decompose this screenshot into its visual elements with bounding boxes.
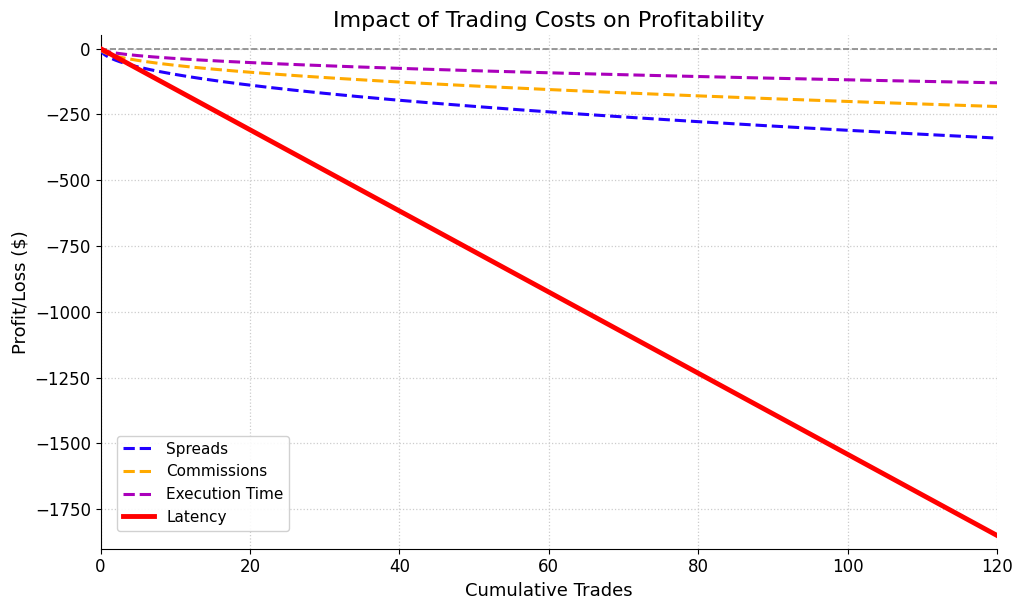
Spreads xyxy=(693,118,706,125)
Latency xyxy=(769,411,781,419)
Execution Time xyxy=(94,45,106,53)
Latency xyxy=(253,131,265,139)
Execution Time xyxy=(623,71,635,79)
Commissions xyxy=(991,103,1004,110)
Latency xyxy=(991,532,1004,539)
Commissions xyxy=(325,75,337,82)
Execution Time xyxy=(769,75,781,82)
Line: Execution Time: Execution Time xyxy=(100,49,997,83)
Line: Latency: Latency xyxy=(100,49,997,535)
Execution Time xyxy=(693,73,706,80)
Latency xyxy=(500,265,512,273)
Latency xyxy=(623,332,635,339)
Spreads xyxy=(94,45,106,53)
Execution Time xyxy=(253,59,265,67)
Commissions xyxy=(769,95,781,103)
Execution Time xyxy=(325,62,337,70)
Line: Commissions: Commissions xyxy=(100,49,997,106)
Commissions xyxy=(500,84,512,91)
Commissions xyxy=(94,45,106,53)
Spreads xyxy=(325,90,337,98)
Spreads xyxy=(769,123,781,130)
Line: Spreads: Spreads xyxy=(100,49,997,138)
Latency xyxy=(325,170,337,177)
X-axis label: Cumulative Trades: Cumulative Trades xyxy=(465,582,633,600)
Legend: Spreads, Commissions, Execution Time, Latency: Spreads, Commissions, Execution Time, La… xyxy=(117,436,290,531)
Latency xyxy=(94,45,106,53)
Spreads xyxy=(623,114,635,121)
Y-axis label: Profit/Loss ($): Profit/Loss ($) xyxy=(11,230,29,354)
Spreads xyxy=(991,134,1004,142)
Commissions xyxy=(693,92,706,100)
Commissions xyxy=(253,69,265,76)
Latency xyxy=(693,370,706,378)
Spreads xyxy=(253,82,265,90)
Execution Time xyxy=(991,79,1004,87)
Execution Time xyxy=(500,68,512,75)
Title: Impact of Trading Costs on Profitability: Impact of Trading Costs on Profitability xyxy=(333,11,765,31)
Commissions xyxy=(623,89,635,97)
Spreads xyxy=(500,105,512,112)
